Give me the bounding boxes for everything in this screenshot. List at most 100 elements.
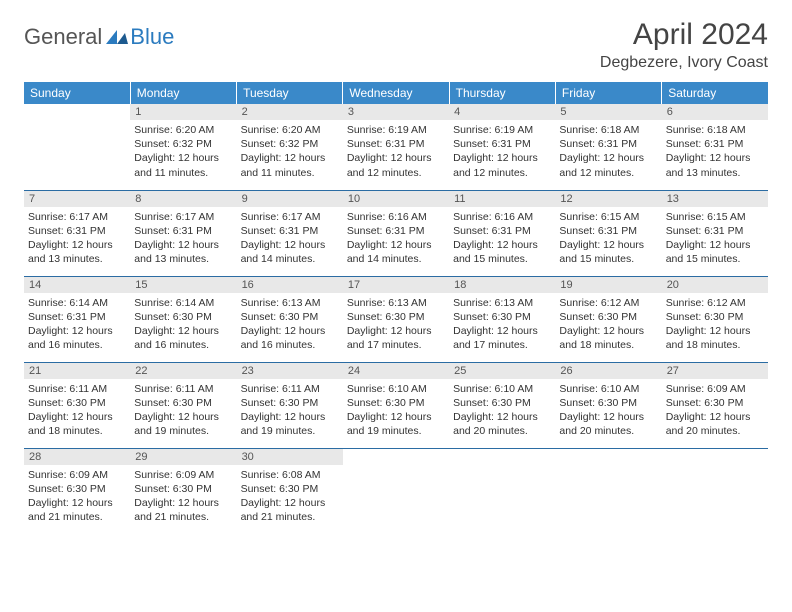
- daylight-text: and 11 minutes.: [241, 166, 339, 180]
- calendar-cell: 1 Sunrise: 6:20 AMSunset: 6:32 PMDaylight…: [130, 104, 236, 190]
- calendar-cell: 13Sunrise: 6:15 AMSunset: 6:31 PMDayligh…: [662, 190, 768, 276]
- sunset-text: Sunset: 6:32 PM: [134, 137, 232, 151]
- calendar-cell: 27Sunrise: 6:09 AMSunset: 6:30 PMDayligh…: [662, 362, 768, 448]
- sunrise-text: Sunrise: 6:14 AM: [134, 296, 232, 310]
- sunset-text: Sunset: 6:31 PM: [559, 224, 657, 238]
- day-number: 22: [130, 363, 236, 379]
- calendar-cell: 10Sunrise: 6:16 AMSunset: 6:31 PMDayligh…: [343, 190, 449, 276]
- day-number: 16: [237, 277, 343, 293]
- day-number: 7: [24, 191, 130, 207]
- logo: General Blue: [24, 24, 174, 50]
- sunrise-text: Sunrise: 6:10 AM: [347, 382, 445, 396]
- daylight-text: Daylight: 12 hours: [28, 324, 126, 338]
- sunset-text: Sunset: 6:30 PM: [241, 396, 339, 410]
- calendar-cell: 25Sunrise: 6:10 AMSunset: 6:30 PMDayligh…: [449, 362, 555, 448]
- daylight-text: and 13 minutes.: [28, 252, 126, 266]
- daylight-text: Daylight: 12 hours: [453, 238, 551, 252]
- daylight-text: and 15 minutes.: [666, 252, 764, 266]
- page-title: April 2024: [600, 18, 768, 52]
- sunrise-text: Sunrise: 6:17 AM: [28, 210, 126, 224]
- calendar-cell: 3Sunrise: 6:19 AMSunset: 6:31 PMDaylight…: [343, 104, 449, 190]
- weekday-header: Thursday: [449, 82, 555, 104]
- daylight-text: Daylight: 12 hours: [28, 410, 126, 424]
- sunrise-text: Sunrise: 6:11 AM: [241, 382, 339, 396]
- sunrise-text: Sunrise: 6:15 AM: [559, 210, 657, 224]
- daylight-text: and 16 minutes.: [28, 338, 126, 352]
- calendar-cell: 29Sunrise: 6:09 AMSunset: 6:30 PMDayligh…: [130, 448, 236, 534]
- calendar-cell: [449, 448, 555, 534]
- sunset-text: Sunset: 6:31 PM: [666, 137, 764, 151]
- day-number: 13: [662, 191, 768, 207]
- sunrise-text: Sunrise: 6:09 AM: [666, 382, 764, 396]
- logo-mark-icon: [106, 26, 128, 49]
- day-number: 12: [555, 191, 661, 207]
- calendar-row: 1Sunrise: 6:20 AMSunset: 6:32 PMDaylight…: [24, 104, 768, 190]
- day-number: 18: [449, 277, 555, 293]
- sunrise-text: Sunrise: 6:15 AM: [666, 210, 764, 224]
- day-number: 23: [237, 363, 343, 379]
- day-number: 26: [555, 363, 661, 379]
- location-label: Degbezere, Ivory Coast: [600, 54, 768, 72]
- daylight-text: and 14 minutes.: [347, 252, 445, 266]
- calendar-cell: 12Sunrise: 6:15 AMSunset: 6:31 PMDayligh…: [555, 190, 661, 276]
- day-number: 25: [449, 363, 555, 379]
- calendar-cell: 30Sunrise: 6:08 AMSunset: 6:30 PMDayligh…: [237, 448, 343, 534]
- calendar-cell: 28Sunrise: 6:09 AMSunset: 6:30 PMDayligh…: [24, 448, 130, 534]
- calendar-cell: 23 Sunrise: 6:11 AMSunset: 6:30 PMDayligh…: [237, 362, 343, 448]
- weekday-header: Sunday: [24, 82, 130, 104]
- calendar-cell: 22Sunrise: 6:11 AMSunset: 6:30 PMDayligh…: [130, 362, 236, 448]
- daylight-text: Daylight: 12 hours: [28, 238, 126, 252]
- header: General Blue April 2024 Degbezere, Ivory…: [24, 18, 768, 72]
- logo-text-general: General: [24, 24, 102, 50]
- daylight-text: Daylight: 12 hours: [347, 238, 445, 252]
- sunrise-text: Sunrise: 6:20 AM: [134, 123, 232, 137]
- calendar-table: Sunday Monday Tuesday Wednesday Thursday…: [24, 82, 768, 534]
- daylight-text: and 16 minutes.: [134, 338, 232, 352]
- daylight-text: Daylight: 12 hours: [666, 324, 764, 338]
- day-number: 21: [24, 363, 130, 379]
- weekday-header-row: Sunday Monday Tuesday Wednesday Thursday…: [24, 82, 768, 104]
- calendar-cell: 11Sunrise: 6:16 AMSunset: 6:31 PMDayligh…: [449, 190, 555, 276]
- day-number: 14: [24, 277, 130, 293]
- sunset-text: Sunset: 6:30 PM: [453, 310, 551, 324]
- daylight-text: and 17 minutes.: [453, 338, 551, 352]
- day-number: 1: [130, 104, 236, 120]
- day-number: 9: [237, 191, 343, 207]
- calendar-cell: 2Sunrise: 6:20 AMSunset: 6:32 PMDaylight…: [237, 104, 343, 190]
- calendar-cell: [555, 448, 661, 534]
- sunset-text: Sunset: 6:31 PM: [453, 137, 551, 151]
- daylight-text: Daylight: 12 hours: [666, 151, 764, 165]
- daylight-text: Daylight: 12 hours: [134, 496, 232, 510]
- daylight-text: and 20 minutes.: [666, 424, 764, 438]
- day-number: 20: [662, 277, 768, 293]
- daylight-text: Daylight: 12 hours: [241, 324, 339, 338]
- day-number: 11: [449, 191, 555, 207]
- sunrise-text: Sunrise: 6:20 AM: [241, 123, 339, 137]
- daylight-text: and 19 minutes.: [241, 424, 339, 438]
- daylight-text: Daylight: 12 hours: [134, 151, 232, 165]
- calendar-cell: 5Sunrise: 6:18 AMSunset: 6:31 PMDaylight…: [555, 104, 661, 190]
- calendar-cell: 6Sunrise: 6:18 AMSunset: 6:31 PMDaylight…: [662, 104, 768, 190]
- day-number: 17: [343, 277, 449, 293]
- daylight-text: Daylight: 12 hours: [347, 324, 445, 338]
- sunset-text: Sunset: 6:30 PM: [666, 396, 764, 410]
- daylight-text: and 11 minutes.: [134, 166, 232, 180]
- daylight-text: Daylight: 12 hours: [241, 410, 339, 424]
- sunset-text: Sunset: 6:30 PM: [28, 396, 126, 410]
- day-number: 30: [237, 449, 343, 465]
- sunset-text: Sunset: 6:31 PM: [559, 137, 657, 151]
- sunset-text: Sunset: 6:30 PM: [453, 396, 551, 410]
- daylight-text: Daylight: 12 hours: [241, 496, 339, 510]
- daylight-text: Daylight: 12 hours: [559, 324, 657, 338]
- sunrise-text: Sunrise: 6:19 AM: [453, 123, 551, 137]
- calendar-cell: 21 Sunrise: 6:11 AMSunset: 6:30 PMDayligh…: [24, 362, 130, 448]
- sunrise-text: Sunrise: 6:09 AM: [28, 468, 126, 482]
- calendar-cell: 9Sunrise: 6:17 AMSunset: 6:31 PMDaylight…: [237, 190, 343, 276]
- calendar-cell: 8Sunrise: 6:17 AMSunset: 6:31 PMDaylight…: [130, 190, 236, 276]
- sunrise-text: Sunrise: 6:11 AM: [28, 382, 126, 396]
- sunrise-text: Sunrise: 6:13 AM: [453, 296, 551, 310]
- daylight-text: and 15 minutes.: [559, 252, 657, 266]
- sunrise-text: Sunrise: 6:10 AM: [559, 382, 657, 396]
- daylight-text: and 19 minutes.: [347, 424, 445, 438]
- calendar-cell: 15Sunrise: 6:14 AMSunset: 6:30 PMDayligh…: [130, 276, 236, 362]
